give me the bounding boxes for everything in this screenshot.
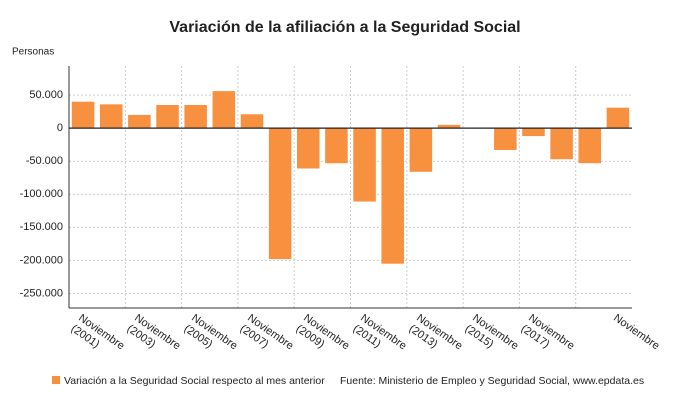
bar [353, 128, 376, 202]
bar [550, 128, 573, 160]
bar [297, 128, 320, 169]
y-tick-label: 0 [57, 122, 63, 134]
bar [156, 105, 179, 129]
y-tick-label: -50.000 [26, 155, 63, 167]
legend-swatch [52, 376, 60, 384]
y-tick-label: -150.000 [20, 221, 63, 233]
bar [212, 91, 236, 129]
bar [184, 105, 207, 129]
bar [128, 114, 151, 129]
bar [494, 128, 517, 150]
bar [437, 124, 461, 129]
bar [606, 107, 630, 129]
y-tick-label: 50.000 [29, 89, 63, 101]
source: Fuente: Ministerio de Empleo y Seguridad… [340, 375, 644, 387]
bar [381, 128, 404, 264]
bar [325, 128, 348, 164]
bar [409, 128, 433, 172]
legend-label: Variación a la Seguridad Social respecto… [64, 375, 325, 387]
bar [71, 101, 95, 129]
y-tick-label: -100.000 [20, 188, 63, 200]
chart-title: Variación de la afiliación a la Segurida… [169, 19, 520, 36]
bar [522, 128, 545, 137]
y-axis-label: Personas [12, 47, 54, 58]
bar [99, 104, 123, 129]
bar [240, 114, 264, 129]
y-tick-label: -250.000 [20, 287, 63, 299]
y-tick-label: -200.000 [20, 254, 63, 266]
bar [578, 128, 602, 164]
bar [268, 128, 292, 260]
